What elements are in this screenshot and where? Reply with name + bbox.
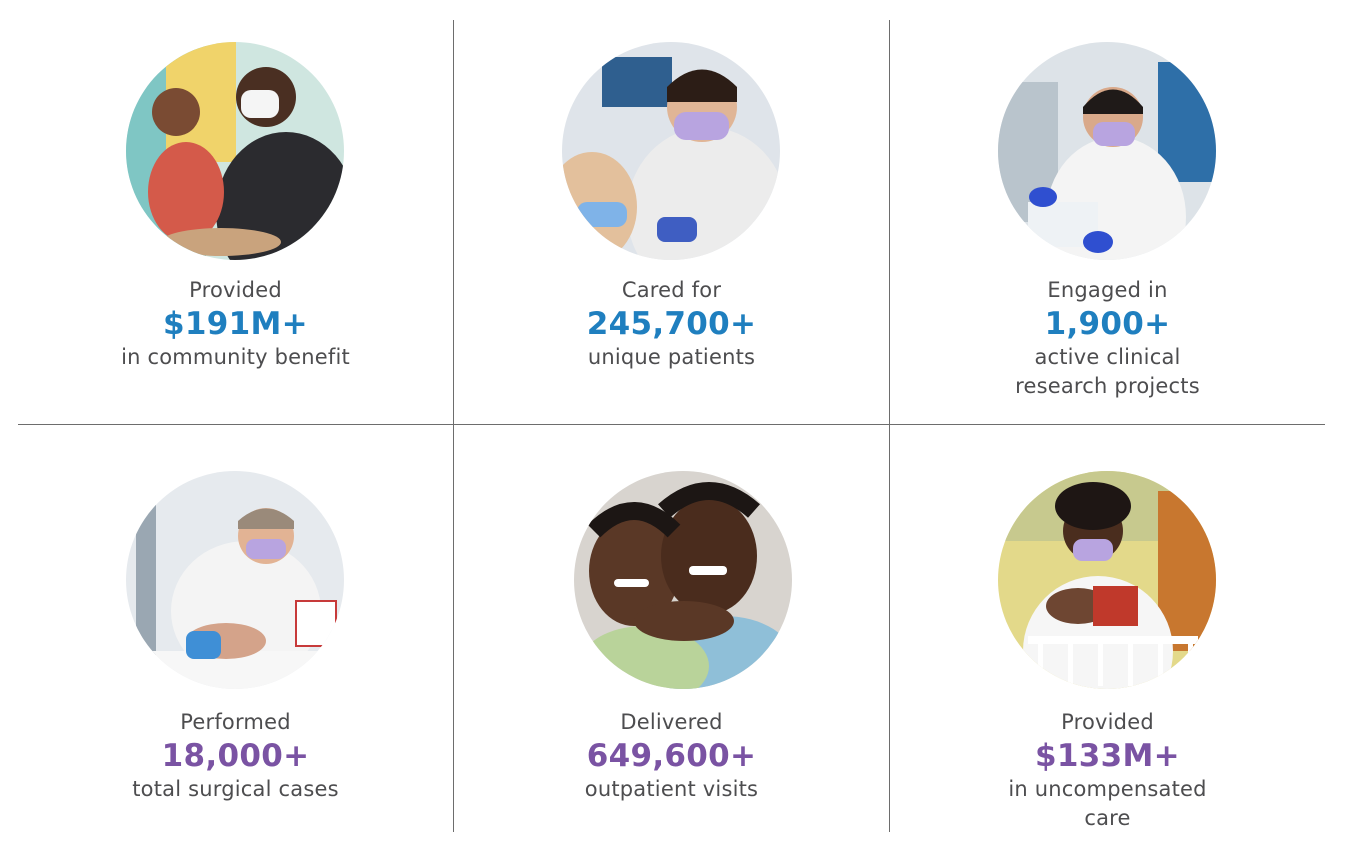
stat-card-community-benefit: Provided $191M+ in community benefit — [18, 20, 453, 420]
stat-text-outpatient-visits: Delivered 649,600+ outpatient visits — [454, 708, 889, 804]
divider-vertical-2 — [889, 20, 890, 832]
divider-horizontal — [18, 424, 1325, 425]
photo-clinician-toddler — [126, 42, 344, 260]
stat-description: total surgical cases — [132, 777, 339, 801]
stat-description-line-2: research projects — [1015, 374, 1200, 398]
stat-card-research-projects: Engaged in 1,900+ active clinical resear… — [890, 20, 1325, 420]
stat-value: 1,900+ — [1044, 306, 1171, 342]
stat-description: in community benefit — [121, 345, 350, 369]
stat-card-unique-patients: Cared for 245,700+ unique patients — [454, 20, 889, 420]
stat-intro: Cared for — [621, 278, 722, 302]
stat-description: unique patients — [587, 345, 756, 369]
stat-card-surgical-cases: Performed 18,000+ total surgical cases — [18, 426, 453, 826]
stat-card-uncompensated-care: Provided $133M+ in uncompensated care — [890, 426, 1325, 830]
stat-description: in uncompensated — [1008, 777, 1207, 801]
photo-doctor-infant-image — [126, 471, 344, 689]
stat-text-surgical-cases: Performed 18,000+ total surgical cases — [18, 708, 453, 804]
photo-nurse-child-image — [562, 42, 780, 260]
divider-vertical-1 — [453, 20, 454, 832]
photo-clinician-toddler-image — [126, 42, 344, 260]
stat-description: outpatient visits — [584, 777, 759, 801]
stat-value: $191M+ — [163, 306, 308, 342]
stat-value: 649,600+ — [586, 738, 757, 774]
stat-intro: Delivered — [620, 710, 723, 734]
photo-researcher — [998, 42, 1216, 260]
stat-value: 18,000+ — [161, 738, 310, 774]
photo-smiling-children — [574, 471, 792, 689]
photo-researcher-image — [998, 42, 1216, 260]
photo-nurse-child — [562, 42, 780, 260]
stat-value: 245,700+ — [586, 306, 757, 342]
stat-text-research-projects: Engaged in 1,900+ active clinical resear… — [890, 276, 1325, 401]
photo-smiling-children-image — [574, 471, 792, 689]
photo-nurse-newborn-image — [998, 471, 1216, 689]
stat-intro: Provided — [189, 278, 282, 302]
stat-intro: Engaged in — [1047, 278, 1168, 302]
stat-text-unique-patients: Cared for 245,700+ unique patients — [454, 276, 889, 372]
photo-doctor-infant — [126, 471, 344, 689]
stat-value: $133M+ — [1035, 738, 1180, 774]
photo-nurse-newborn — [998, 471, 1216, 689]
stat-intro: Performed — [180, 710, 291, 734]
stat-intro: Provided — [1061, 710, 1154, 734]
stat-text-community-benefit: Provided $191M+ in community benefit — [18, 276, 453, 372]
stat-card-outpatient-visits: Delivered 649,600+ outpatient visits — [454, 426, 889, 826]
stats-grid: Provided $191M+ in community benefit Car… — [18, 20, 1325, 832]
stat-description: active clinical — [1034, 345, 1181, 369]
stat-description-line-2: care — [1084, 806, 1131, 830]
stat-text-uncompensated-care: Provided $133M+ in uncompensated care — [890, 708, 1325, 833]
